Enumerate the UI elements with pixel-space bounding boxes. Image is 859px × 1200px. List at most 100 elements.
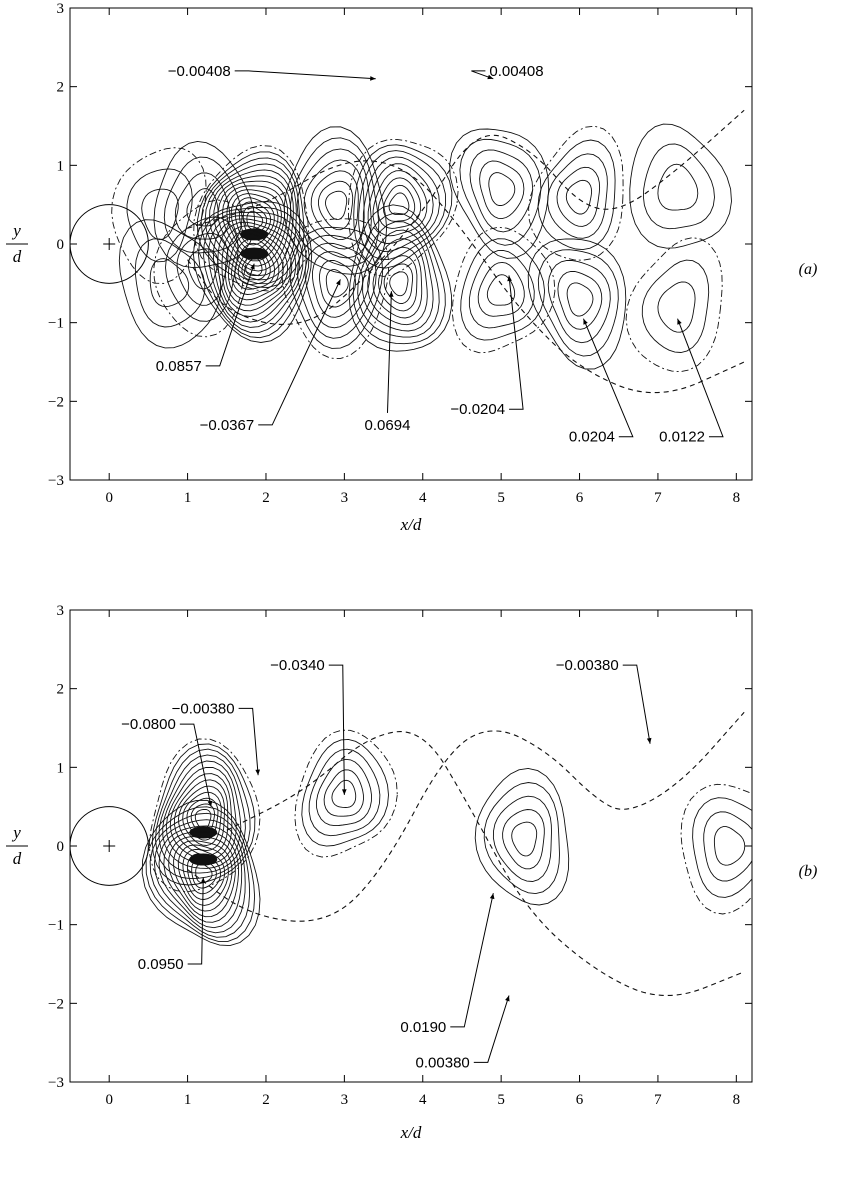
contour-value-label: −0.00408 <box>168 63 231 80</box>
annotation-arrowhead <box>335 279 341 286</box>
vortex-contour <box>642 143 715 230</box>
vortex-contour <box>362 229 434 332</box>
vortex-contour <box>153 819 246 934</box>
x-axis-label: x/d <box>400 515 422 534</box>
vortex-contour <box>177 844 229 906</box>
vortex-contour <box>528 125 624 261</box>
panel-label: (a) <box>799 261 818 278</box>
vortex-contour <box>178 785 225 852</box>
vortex-contour <box>367 163 434 244</box>
vortex-contour <box>227 233 284 301</box>
vortex-contour <box>377 177 422 229</box>
annotation-leader-line <box>328 664 345 795</box>
vortex-contour <box>283 126 388 275</box>
vortex-contour <box>641 259 710 353</box>
x-tick-label: 4 <box>419 1092 427 1108</box>
vortex-contour <box>378 255 418 312</box>
vortex-contour <box>486 274 516 306</box>
annotation-leader-line <box>473 995 510 1063</box>
vortex-contour <box>192 201 313 343</box>
annotation-arrowhead <box>370 76 376 81</box>
vortex-contour <box>195 863 213 884</box>
y-tick-label: 3 <box>57 1 65 17</box>
vortex-contour <box>547 153 608 239</box>
vortex-contour <box>221 225 293 312</box>
x-tick-label: 0 <box>105 1092 113 1108</box>
vortex-contour <box>182 791 222 846</box>
x-tick-label: 8 <box>733 490 741 506</box>
vortex-trajectory <box>187 711 745 922</box>
vortex-contour <box>162 760 242 869</box>
vortex-contour <box>208 215 304 328</box>
y-tick-label: −3 <box>48 1075 64 1091</box>
x-tick-label: 8 <box>733 1092 741 1108</box>
contour-group <box>111 109 745 394</box>
vortex-contour <box>547 259 611 344</box>
annotation-leader-line <box>187 877 204 965</box>
vortex-contour <box>468 249 535 329</box>
vortex-contour <box>234 242 275 290</box>
annotation-arrowhead <box>487 74 494 80</box>
vortex-contour <box>451 226 556 354</box>
vortex-contour <box>301 738 389 847</box>
y-axis-label-numerator: y <box>11 823 21 842</box>
vortex-contour <box>149 258 190 308</box>
vortex-contour <box>352 212 446 345</box>
contour-value-label: 0.0694 <box>365 417 411 434</box>
vortex-contour <box>362 156 440 252</box>
vortex-contour <box>198 206 310 339</box>
x-tick-label: 1 <box>184 1092 192 1108</box>
vortex-contour <box>692 797 752 898</box>
vortex-contour <box>245 257 263 276</box>
annotation-arrowhead <box>505 995 510 1002</box>
annotation-leader-line <box>258 279 341 426</box>
y-tick-label: −2 <box>48 996 64 1012</box>
vortex-core <box>189 853 218 866</box>
vortex-contour <box>145 806 256 942</box>
y-tick-label: −2 <box>48 394 64 410</box>
vortex-contour <box>502 809 545 870</box>
vortex-contour <box>212 218 300 323</box>
vortex-contour <box>348 204 452 352</box>
y-tick-label: 1 <box>57 760 65 776</box>
vortex-contour <box>118 219 222 349</box>
y-axis-label-denominator: d <box>13 849 22 868</box>
vortex-contour <box>348 138 459 277</box>
plot-frame <box>69 609 753 1083</box>
contour-value-label: −0.0204 <box>450 401 505 418</box>
vortex-contour <box>149 812 251 938</box>
cylinder-outline <box>69 806 149 886</box>
annotation-leader-line <box>677 318 724 438</box>
vortex-contour <box>372 246 423 319</box>
vortex-contour <box>141 799 261 947</box>
vortex-contour <box>557 270 603 330</box>
vortex-contour <box>353 144 453 269</box>
annotation-arrowhead <box>507 275 512 282</box>
vortex-contour <box>325 269 349 298</box>
y-axis-label-denominator: d <box>13 247 22 266</box>
vortex-contour <box>331 779 357 808</box>
y-tick-label: −1 <box>48 316 64 332</box>
y-tick-label: −1 <box>48 918 64 934</box>
vortex-contour <box>358 150 447 261</box>
vortex-contour <box>304 242 370 329</box>
vortex-contour <box>165 766 237 865</box>
annotation-leader-line <box>234 70 376 80</box>
vortex-contour <box>479 160 525 220</box>
annotation-leader-line <box>205 263 255 367</box>
vortex-contour <box>383 184 416 222</box>
vortex-contour <box>158 825 243 929</box>
vortex-contour <box>492 795 552 882</box>
x-axis-label: x/d <box>400 1123 422 1142</box>
contour-value-label: 0.0857 <box>156 358 202 375</box>
annotation-arrowhead <box>341 789 347 795</box>
x-tick-label: 3 <box>341 1092 349 1108</box>
vortex-contour <box>173 840 233 912</box>
vortex-contour <box>537 139 616 251</box>
vortex-contour <box>297 234 377 339</box>
vortex-contour <box>310 170 359 241</box>
vortex-contour <box>460 238 546 341</box>
annotation-arrowhead <box>677 318 682 325</box>
contour-value-label: −0.00380 <box>556 657 619 674</box>
annotation-arrowhead <box>583 318 588 325</box>
